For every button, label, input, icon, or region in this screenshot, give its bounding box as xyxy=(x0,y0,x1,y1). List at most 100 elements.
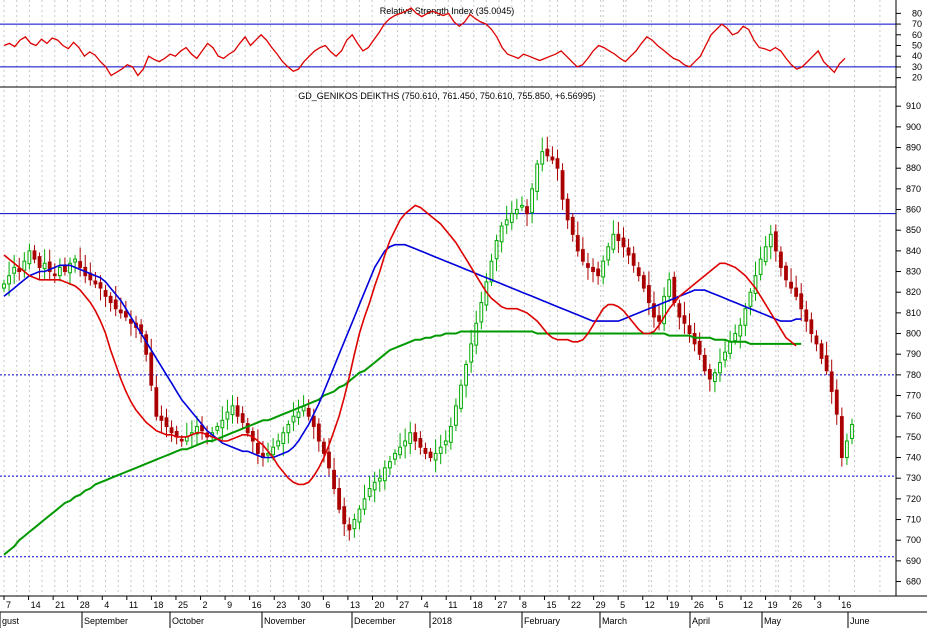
x-tick-label: 12 xyxy=(743,600,753,610)
candle-body xyxy=(362,498,367,510)
price-tick-label: 900 xyxy=(906,122,921,132)
candle xyxy=(57,258,62,282)
candle xyxy=(804,300,809,332)
candle xyxy=(570,213,575,242)
candle-body xyxy=(520,204,524,208)
price-tick-label: 800 xyxy=(906,329,921,339)
price-horizontal-lines xyxy=(0,213,896,558)
price-tick-label: 720 xyxy=(906,494,921,504)
x-tick-label: 15 xyxy=(546,600,556,610)
candle xyxy=(68,257,72,286)
candle-body xyxy=(271,446,276,456)
month-label: November xyxy=(264,616,306,626)
candle-body xyxy=(545,148,550,157)
candle xyxy=(367,476,372,501)
candle-body xyxy=(235,405,240,417)
candle xyxy=(37,252,42,280)
candle xyxy=(27,243,32,270)
candle-body xyxy=(225,411,230,420)
price-tick-label: 860 xyxy=(906,205,921,215)
candle xyxy=(123,300,128,322)
candle xyxy=(514,198,519,220)
candle-body xyxy=(413,432,418,442)
candle xyxy=(281,426,286,456)
candle-body xyxy=(154,387,159,417)
candle-body xyxy=(377,477,382,482)
candle-body xyxy=(707,368,712,380)
candle-body xyxy=(230,405,235,416)
candle-body xyxy=(535,163,540,192)
candle-body xyxy=(129,318,133,324)
candle xyxy=(220,406,225,441)
candle-body xyxy=(159,415,164,421)
candle-body xyxy=(347,524,352,531)
x-tick-label: 7 xyxy=(6,600,11,610)
candle xyxy=(525,199,529,227)
candle xyxy=(393,449,397,465)
candle xyxy=(652,291,656,328)
candle xyxy=(662,287,667,332)
candle-body xyxy=(631,253,636,266)
candle-body xyxy=(626,247,631,256)
candle-body xyxy=(220,419,225,429)
x-tick-label: 5 xyxy=(620,600,625,610)
candle-body xyxy=(149,352,154,386)
x-axis-day-labels: 7 14 21 28 4 11 18 25 2 9 16 23 30 6 13 20 27 4 11 18 27 8 15 2… xyxy=(3,596,851,610)
candle xyxy=(636,262,641,282)
candle xyxy=(713,368,717,393)
price-panel: GD_GENIKOS DEIKTHS (750.610, 761.450, 75… xyxy=(0,91,921,587)
x-tick-label: 18 xyxy=(473,600,483,610)
candle-body xyxy=(494,240,499,260)
candle xyxy=(530,183,534,224)
rsi-tick-label: 50 xyxy=(912,41,922,51)
candle xyxy=(794,275,799,301)
candle xyxy=(230,395,235,424)
candle-body xyxy=(27,250,32,265)
candle xyxy=(454,398,458,432)
candle xyxy=(235,396,240,424)
candle xyxy=(575,221,580,257)
candle-body xyxy=(93,280,98,285)
price-axis-ticks: 910 900 890 880 870 860 850 840 830 820 810 800 790 7… xyxy=(896,101,921,587)
candle-body xyxy=(245,423,250,434)
candle xyxy=(784,262,788,288)
candle xyxy=(347,517,352,541)
candle-body xyxy=(276,440,281,447)
x-tick-label: 2 xyxy=(203,600,208,610)
candle xyxy=(464,360,468,398)
candle xyxy=(545,136,550,162)
x-tick-label: 3 xyxy=(817,600,822,610)
vertical-gridlines xyxy=(3,0,881,596)
candle xyxy=(276,433,281,451)
x-tick-label: 25 xyxy=(178,600,188,610)
candle xyxy=(443,430,448,454)
candle-body xyxy=(621,237,626,248)
ma-short-line xyxy=(3,204,797,486)
x-tick-label: 11 xyxy=(448,600,457,610)
candle-body xyxy=(403,440,408,447)
candle xyxy=(296,399,301,425)
candle xyxy=(286,420,291,444)
candle-body xyxy=(398,446,402,456)
candle-body xyxy=(606,246,611,261)
candle xyxy=(738,317,743,349)
candle xyxy=(291,402,296,432)
candle-body xyxy=(794,287,799,297)
candle xyxy=(591,258,595,283)
candle xyxy=(850,418,854,445)
x-tick-label: 11 xyxy=(129,600,138,610)
candle xyxy=(718,348,722,382)
candle-body xyxy=(641,275,646,289)
month-label: April xyxy=(692,616,710,626)
rsi-tick-label: 40 xyxy=(912,51,922,61)
candle-body xyxy=(555,158,560,169)
candle xyxy=(93,271,98,289)
rsi-line xyxy=(3,7,846,77)
price-tick-label: 740 xyxy=(906,453,921,463)
candle xyxy=(17,257,22,281)
price-tick-label: 790 xyxy=(906,349,921,359)
rsi-tick-label: 60 xyxy=(912,30,922,40)
candle xyxy=(438,434,443,465)
price-tick-label: 830 xyxy=(906,267,921,277)
candle-body xyxy=(7,275,11,285)
